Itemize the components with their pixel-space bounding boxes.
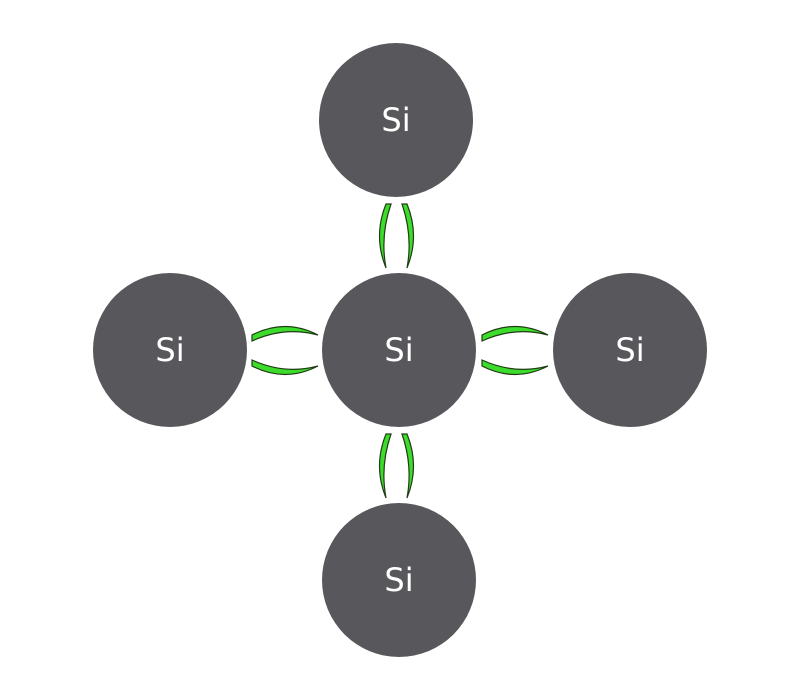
atom-circle bbox=[322, 273, 476, 427]
atom-bottom: Si bbox=[322, 503, 476, 657]
atom-label: Si bbox=[381, 101, 410, 139]
bond-center-left bbox=[251, 326, 319, 375]
atom-left: Si bbox=[93, 273, 247, 427]
atom-circle bbox=[322, 503, 476, 657]
atom-circle bbox=[93, 273, 247, 427]
bond-electron-upper bbox=[251, 326, 319, 342]
bond-center-right bbox=[481, 326, 549, 375]
atom-circle bbox=[553, 273, 707, 427]
atom-circle bbox=[319, 43, 473, 197]
atom-label: Si bbox=[384, 331, 413, 369]
bond-electron-right bbox=[401, 203, 415, 269]
bond-electron-lower bbox=[481, 359, 549, 375]
bond-electron-left bbox=[378, 433, 392, 499]
atom-top: Si bbox=[319, 43, 473, 197]
bond-electron-upper bbox=[481, 326, 549, 342]
atom-center: Si bbox=[322, 273, 476, 427]
bond-center-top bbox=[378, 203, 415, 269]
bond-electron-left bbox=[378, 203, 392, 269]
bond-electron-right bbox=[401, 433, 415, 499]
atom-right: Si bbox=[553, 273, 707, 427]
bond-center-bottom bbox=[378, 433, 415, 499]
bond-electron-lower bbox=[251, 359, 319, 375]
atom-label: Si bbox=[155, 331, 184, 369]
atom-label: Si bbox=[384, 561, 413, 599]
atom-label: Si bbox=[615, 331, 644, 369]
